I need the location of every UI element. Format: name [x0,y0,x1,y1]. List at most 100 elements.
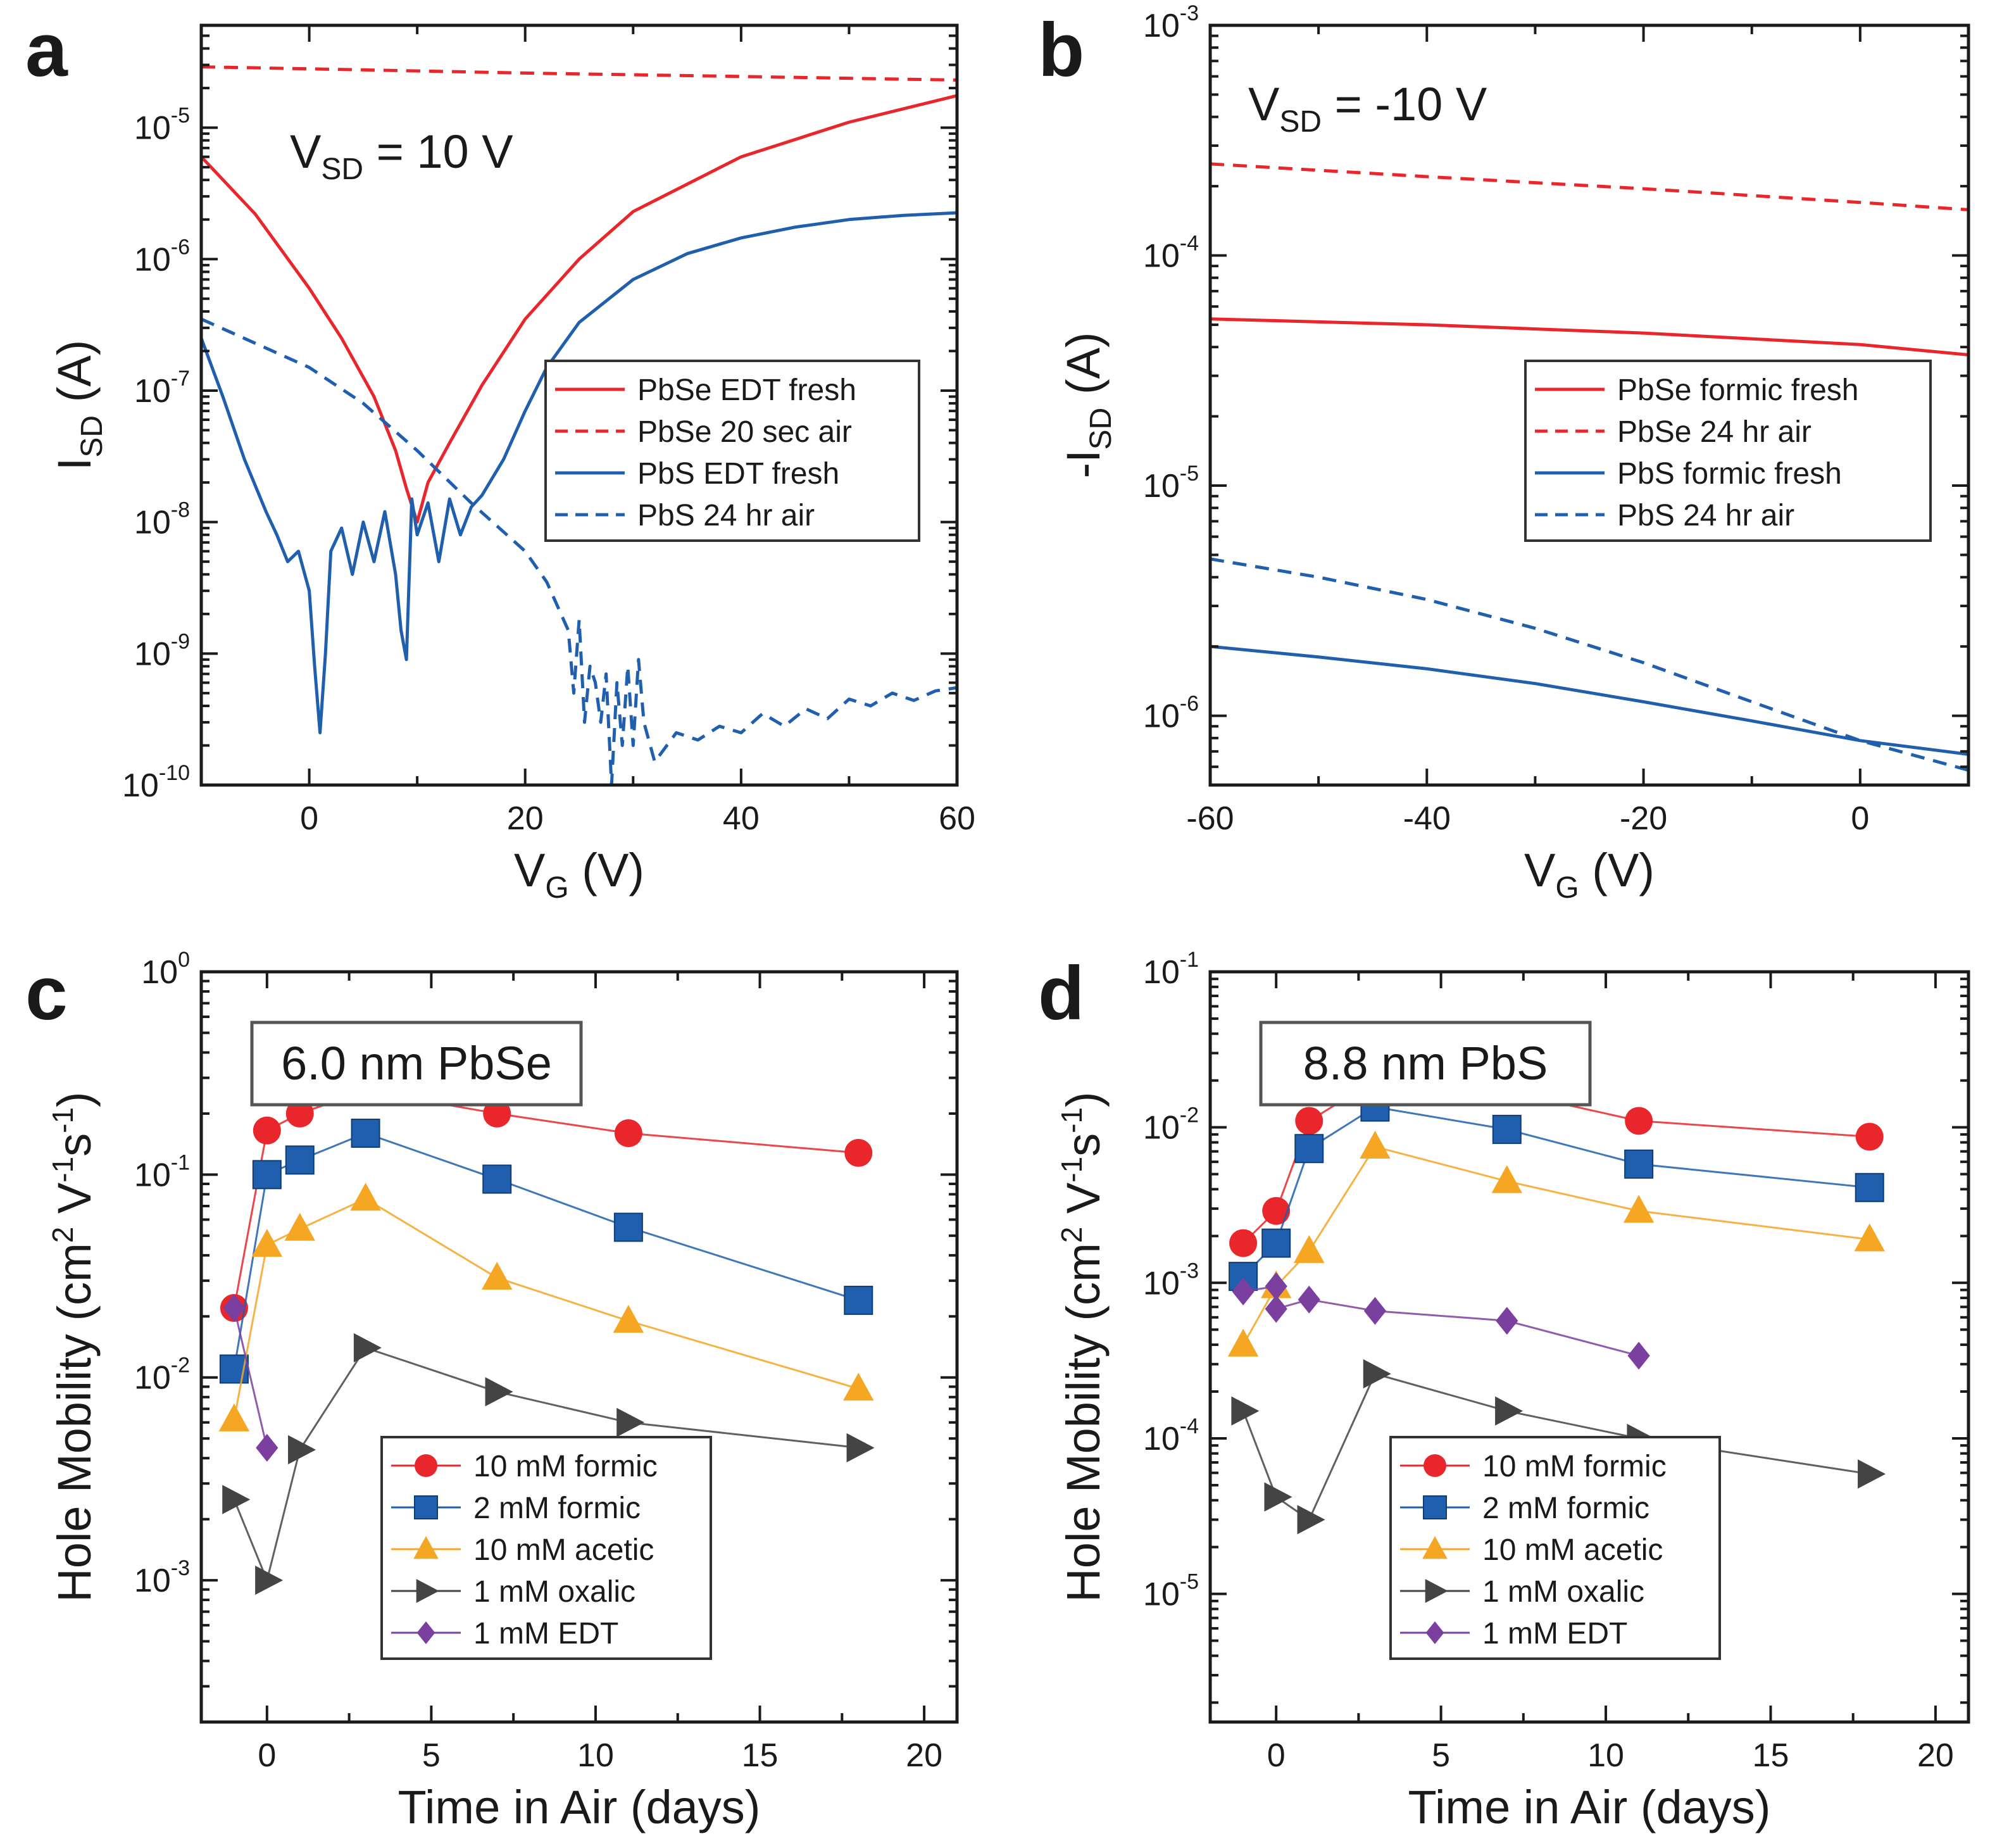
legend-label: PbS formic fresh [1617,457,1842,491]
legend-marker [416,1621,435,1644]
data-point [1232,1277,1255,1305]
x-axis-label: VG (V) [514,844,644,905]
legend-marker [1425,1579,1448,1603]
data-point [1262,1197,1291,1225]
x-tick-label: 20 [507,800,544,837]
panel-letter: a [25,8,68,92]
data-point [1297,1505,1325,1535]
y-tick-label: 10-3 [134,1556,190,1599]
plot-area [201,65,957,785]
legend-marker [415,1454,437,1477]
y-tick-label: 10-1 [1143,948,1199,991]
legend-marker [1423,1495,1447,1519]
y-tick-label: 10-2 [134,1354,190,1397]
data-point [1623,1195,1655,1223]
data-point [1858,1459,1886,1489]
data-point [1496,1307,1518,1335]
sample-label: 6.0 nm PbSe [281,1037,552,1090]
plot-area [218,1076,875,1595]
legend-marker [1425,1621,1444,1644]
x-tick-label: 10 [577,1737,614,1774]
data-point [1491,1165,1522,1193]
data-point [1298,1285,1320,1314]
legend-label: 2 mM formic [473,1492,641,1525]
legend-marker [1424,1454,1446,1477]
panel-letter: b [1038,8,1084,92]
plot-area [1210,162,1968,772]
data-point [1265,1272,1287,1300]
data-point [1492,1114,1522,1144]
data-point [251,1229,283,1257]
y-tick-label: 10-6 [1143,692,1199,735]
data-point [285,1145,315,1175]
series-line-pbse-formic-fresh [1210,317,1968,356]
x-tick-label: 15 [742,1737,779,1774]
legend-label: 2 mM formic [1482,1492,1649,1525]
y-tick-label: 10-5 [1143,1570,1199,1613]
chart-panel-a: a 0 20 40 60 10-10 10-9 10-8 10-7 10-6 10-5 VG (V) I… [25,8,975,905]
data-point [846,1433,875,1462]
data-point [614,1119,642,1147]
legend-label: PbSe 24 hr air [1617,415,1812,449]
series-line-pbse-edt-fresh [201,94,957,524]
data-point [482,1262,513,1290]
legend-label: PbS EDT fresh [637,457,839,491]
legend-label: 1 mM oxalic [1482,1575,1644,1609]
data-point [350,1183,381,1211]
legend-label: 10 mM acetic [473,1533,654,1567]
data-point [1261,1228,1291,1258]
series-line-2-mm-formic [233,1132,859,1369]
chart-panel-c: c 0 5 10 15 20 10-3 10-2 10-1 100 Time in Air (day… [25,948,959,1833]
data-point [1360,1131,1391,1159]
legend-box [1389,1436,1721,1660]
x-tick-label: -40 [1403,800,1451,837]
data-point [1495,1396,1524,1426]
legend-box [380,1436,712,1660]
x-axis-label: Time in Air (days) [1408,1781,1771,1833]
series-line-pbs-edt-fresh [201,211,957,734]
y-tick-label: 10-5 [134,104,190,147]
y-tick-label: 10-4 [1143,1414,1199,1457]
series-line-pbs-24-hr-air [201,317,957,785]
data-point [1855,1122,1884,1151]
data-point [483,1099,511,1128]
data-point [616,1407,645,1437]
data-point [1854,1223,1885,1252]
data-point [222,1485,251,1514]
data-point [843,1373,874,1401]
x-tick-label: 15 [1753,1737,1789,1774]
legend-label: PbSe EDT fresh [637,374,856,407]
data-point [1363,1297,1387,1325]
data-point [844,1285,873,1315]
x-tick-label: 0 [1851,800,1869,837]
data-point [353,1333,382,1363]
data-point [252,1160,282,1190]
legend-marker [416,1579,439,1603]
series-line-10-mm-acetic [233,1198,859,1420]
data-point [285,1099,314,1128]
data-point [1265,1295,1287,1323]
data-point [1855,1172,1884,1202]
y-tick-label: 10-10 [122,761,190,804]
x-axis-label: VG (V) [1524,844,1655,905]
vsd-annotation: VSD = 10 V [290,125,513,186]
sample-label-box [250,1021,583,1107]
legend-marker [414,1495,438,1519]
data-point [255,1565,284,1595]
y-tick-label: 10-4 [1143,232,1199,275]
y-tick-label: 10-3 [1143,1259,1199,1302]
x-tick-label: 20 [906,1737,942,1774]
x-tick-label: 10 [1587,1737,1624,1774]
data-point [1227,1328,1259,1357]
y-tick-label: 10-6 [134,235,190,278]
legend-marker [413,1536,439,1559]
series-line-pbs-24-hr-air [1210,557,1968,772]
x-tick-label: 0 [258,1737,276,1774]
legend-marker [1422,1536,1448,1559]
y-tick-label: 10-3 [1143,1,1199,44]
y-axis-label: Hole Mobility (cm2 V-1s-1) [1055,1091,1110,1602]
y-tick-label: 10-5 [1143,462,1199,505]
data-point [613,1212,643,1242]
x-tick-label: 40 [723,800,760,837]
axes-frame [1208,970,1970,1724]
